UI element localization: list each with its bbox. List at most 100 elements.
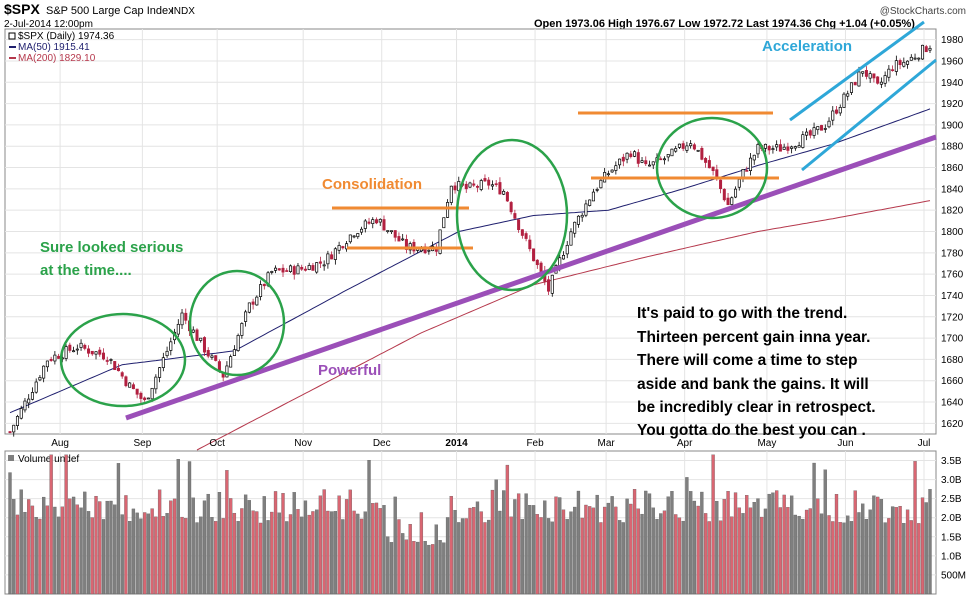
candle-body xyxy=(621,156,625,162)
candle-body xyxy=(606,173,610,176)
volume-bar xyxy=(116,463,121,595)
candle-body xyxy=(225,365,229,378)
candle-body xyxy=(674,148,678,152)
volume-bar xyxy=(606,502,611,595)
volume-bar xyxy=(569,511,573,595)
volume-bar xyxy=(812,462,816,595)
candle-body xyxy=(752,154,756,161)
candle-body xyxy=(251,301,255,305)
volume-bar xyxy=(146,513,151,595)
volume-bar xyxy=(539,517,543,595)
candle-body xyxy=(75,348,79,351)
price-tick-label: 1720 xyxy=(941,312,964,323)
candle-body xyxy=(307,265,311,270)
candle-body xyxy=(644,160,648,165)
volume-bar xyxy=(666,496,670,595)
volume-bar xyxy=(210,517,214,595)
volume-bar xyxy=(131,508,136,595)
volume-bar xyxy=(920,497,925,595)
volume-bar xyxy=(255,511,259,595)
price-tick-label: 1660 xyxy=(941,376,964,387)
volume-bar xyxy=(468,507,472,595)
volume-bar xyxy=(763,508,768,595)
volume-bar xyxy=(632,489,637,595)
volume-bar xyxy=(438,540,442,595)
candle-body xyxy=(917,57,921,60)
volume-bar xyxy=(782,494,786,595)
volume-bar xyxy=(647,493,652,595)
candle-body xyxy=(169,341,173,351)
candle-body xyxy=(502,190,506,195)
volume-bar xyxy=(831,521,835,595)
candle-body xyxy=(68,344,72,351)
candle-body xyxy=(666,154,670,158)
volume-bar xyxy=(595,494,599,595)
volume-bar xyxy=(819,513,824,595)
candle-body xyxy=(150,387,154,400)
volume-bar xyxy=(374,502,379,595)
volume-bar xyxy=(359,518,364,595)
candle-body xyxy=(229,356,233,368)
volume-bar xyxy=(12,499,16,595)
candle-body xyxy=(146,397,150,400)
volume-bar xyxy=(460,518,465,595)
candle-body xyxy=(143,397,147,401)
candle-body xyxy=(87,348,91,354)
volume-bar xyxy=(588,506,592,595)
volume-bar xyxy=(887,518,891,595)
candle-body xyxy=(487,179,491,186)
volume-bar xyxy=(677,517,682,595)
volume-bar xyxy=(864,519,869,595)
volume-bar xyxy=(206,493,210,595)
candle-body xyxy=(734,188,738,198)
candle-body xyxy=(849,82,853,93)
volume-bar xyxy=(356,513,360,595)
candle-body xyxy=(345,243,349,250)
volume-bar xyxy=(722,499,726,595)
volume-bar xyxy=(629,503,633,595)
candle-body xyxy=(894,60,898,72)
powerful-trendline xyxy=(125,134,937,421)
volume-bar xyxy=(546,518,551,595)
volume-bar xyxy=(528,505,532,595)
price-tick-label: 1640 xyxy=(941,398,964,409)
volume-bar xyxy=(801,519,805,595)
candle-body xyxy=(105,360,109,362)
candle-body xyxy=(90,350,94,355)
commentary-line-6: You gotta do the best you can . xyxy=(637,422,866,439)
volume-bar xyxy=(786,507,790,595)
candle-body xyxy=(505,192,509,202)
candle-body xyxy=(730,197,734,205)
volume-bar xyxy=(490,489,495,595)
candle-body xyxy=(120,372,124,377)
candle-body xyxy=(879,81,883,85)
volume-bar xyxy=(909,520,913,595)
candle-body xyxy=(199,337,203,341)
candle-body xyxy=(184,312,188,321)
candle-body xyxy=(853,81,857,86)
candle-body xyxy=(8,431,12,433)
volume-bar xyxy=(535,514,539,595)
commentary-line-1: It's paid to go with the trend. xyxy=(637,305,847,322)
volume-bar xyxy=(23,511,27,595)
volume-bar xyxy=(449,495,453,595)
candle-body xyxy=(580,214,584,218)
candle-body xyxy=(651,161,655,166)
candle-body xyxy=(202,337,206,353)
volume-bar xyxy=(404,539,409,595)
candle-body xyxy=(57,355,61,359)
candle-body xyxy=(677,143,681,148)
candle-body xyxy=(214,355,218,361)
volume-bar xyxy=(509,516,513,595)
candle-body xyxy=(113,361,117,371)
volume-bar xyxy=(371,503,375,595)
volume-bar xyxy=(434,524,438,595)
candle-body xyxy=(898,60,902,66)
volume-bar xyxy=(584,504,588,595)
candle-body xyxy=(393,230,397,238)
price-tick-label: 1900 xyxy=(941,120,964,131)
candle-body xyxy=(573,221,577,234)
price-tick-label: 1940 xyxy=(941,78,964,89)
volume-bar xyxy=(281,493,285,595)
